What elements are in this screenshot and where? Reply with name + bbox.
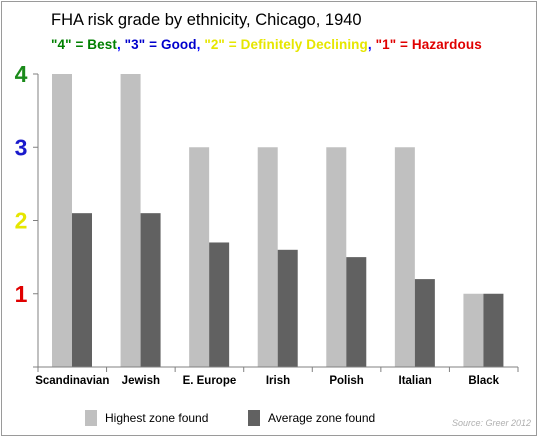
- x-tick-label: Black: [468, 375, 499, 387]
- subtitle-part: "4" = Best: [51, 37, 117, 52]
- y-tick-label: 3: [15, 134, 28, 160]
- bar-highest: [52, 74, 72, 367]
- y-tick-label: 1: [15, 281, 28, 307]
- subtitle-part: "2" = Definitely Declining: [204, 37, 368, 52]
- legend-item-highest: Highest zone found: [85, 410, 208, 426]
- source-note: Source: Greer 2012: [452, 418, 532, 428]
- legend-label-highest: Highest zone found: [105, 411, 209, 425]
- subtitle-part: ,: [116, 37, 125, 52]
- bar-highest: [463, 293, 484, 367]
- legend-swatch-average: [248, 410, 260, 426]
- bar-average: [346, 257, 367, 367]
- y-tick-label: 4: [15, 61, 28, 87]
- chart-title: FHA risk grade by ethnicity, Chicago, 19…: [51, 11, 362, 29]
- x-tick-label: Polish: [329, 375, 364, 387]
- bar-average: [209, 242, 230, 367]
- legend-item-average: Average zone found: [248, 410, 375, 426]
- x-tick-label: Scandinavian: [35, 375, 109, 387]
- bar-highest: [326, 147, 347, 367]
- y-tick-label: 2: [15, 208, 28, 234]
- legend-label-average: Average zone found: [268, 411, 376, 425]
- subtitle-part: ,: [196, 37, 205, 52]
- x-tick-label: E. Europe: [183, 375, 237, 387]
- bar-average: [414, 279, 435, 367]
- bar-average: [140, 213, 161, 367]
- x-tick-label: Jewish: [122, 375, 160, 387]
- bar-highest: [394, 147, 415, 367]
- x-tick-label: Italian: [399, 375, 432, 387]
- subtitle-part: "1" = Hazardous: [375, 37, 482, 52]
- x-tick-label: Irish: [266, 375, 290, 387]
- bar-highest: [189, 147, 210, 367]
- bar-highest: [257, 147, 278, 367]
- bar-highest: [120, 74, 141, 367]
- chart-subtitle: "4" = Best, "3" = Good, "2" = Definitely…: [51, 37, 482, 52]
- legend-swatch-highest: [85, 410, 97, 426]
- bar-average: [483, 293, 504, 367]
- bar-average: [277, 249, 298, 367]
- subtitle-part: "3" = Good: [124, 37, 197, 52]
- bar-average: [72, 213, 92, 367]
- subtitle-part: ,: [367, 37, 376, 52]
